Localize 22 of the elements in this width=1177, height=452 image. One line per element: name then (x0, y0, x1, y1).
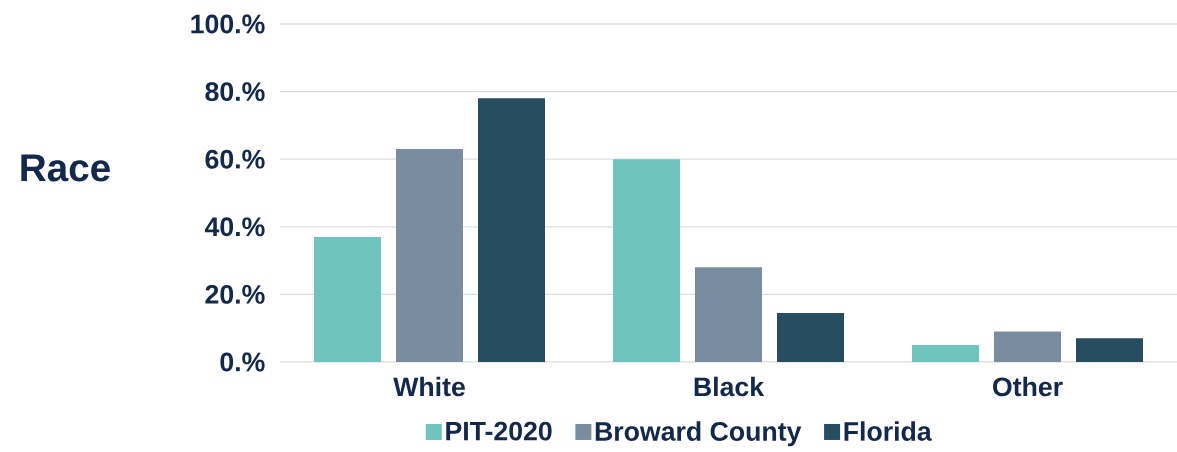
x-tick-label: White (393, 376, 465, 397)
x-tick-label: Other (993, 376, 1063, 397)
legend-label: Florida (844, 421, 932, 441)
text: Race (21, 154, 110, 182)
bar (314, 236, 381, 362)
y-tick-label: 0.% (220, 352, 265, 372)
y-tick-label: 80.% (205, 82, 265, 102)
bar (994, 331, 1062, 362)
bar (478, 98, 546, 362)
bar (396, 149, 464, 362)
bar (912, 345, 980, 362)
bar (695, 267, 763, 362)
bar (777, 312, 845, 362)
y-tick-label: 40.% (204, 217, 265, 237)
legend-label: Broward County (595, 421, 802, 447)
legend-label: PIT-2020 (446, 421, 552, 441)
x-tick-label: Black (694, 376, 765, 397)
bar (613, 159, 681, 362)
bar (1076, 338, 1144, 362)
y-tick-label: 100.% (191, 14, 265, 34)
y-tick-label: 20.% (205, 284, 265, 304)
y-tick-label: 60.% (205, 149, 265, 169)
